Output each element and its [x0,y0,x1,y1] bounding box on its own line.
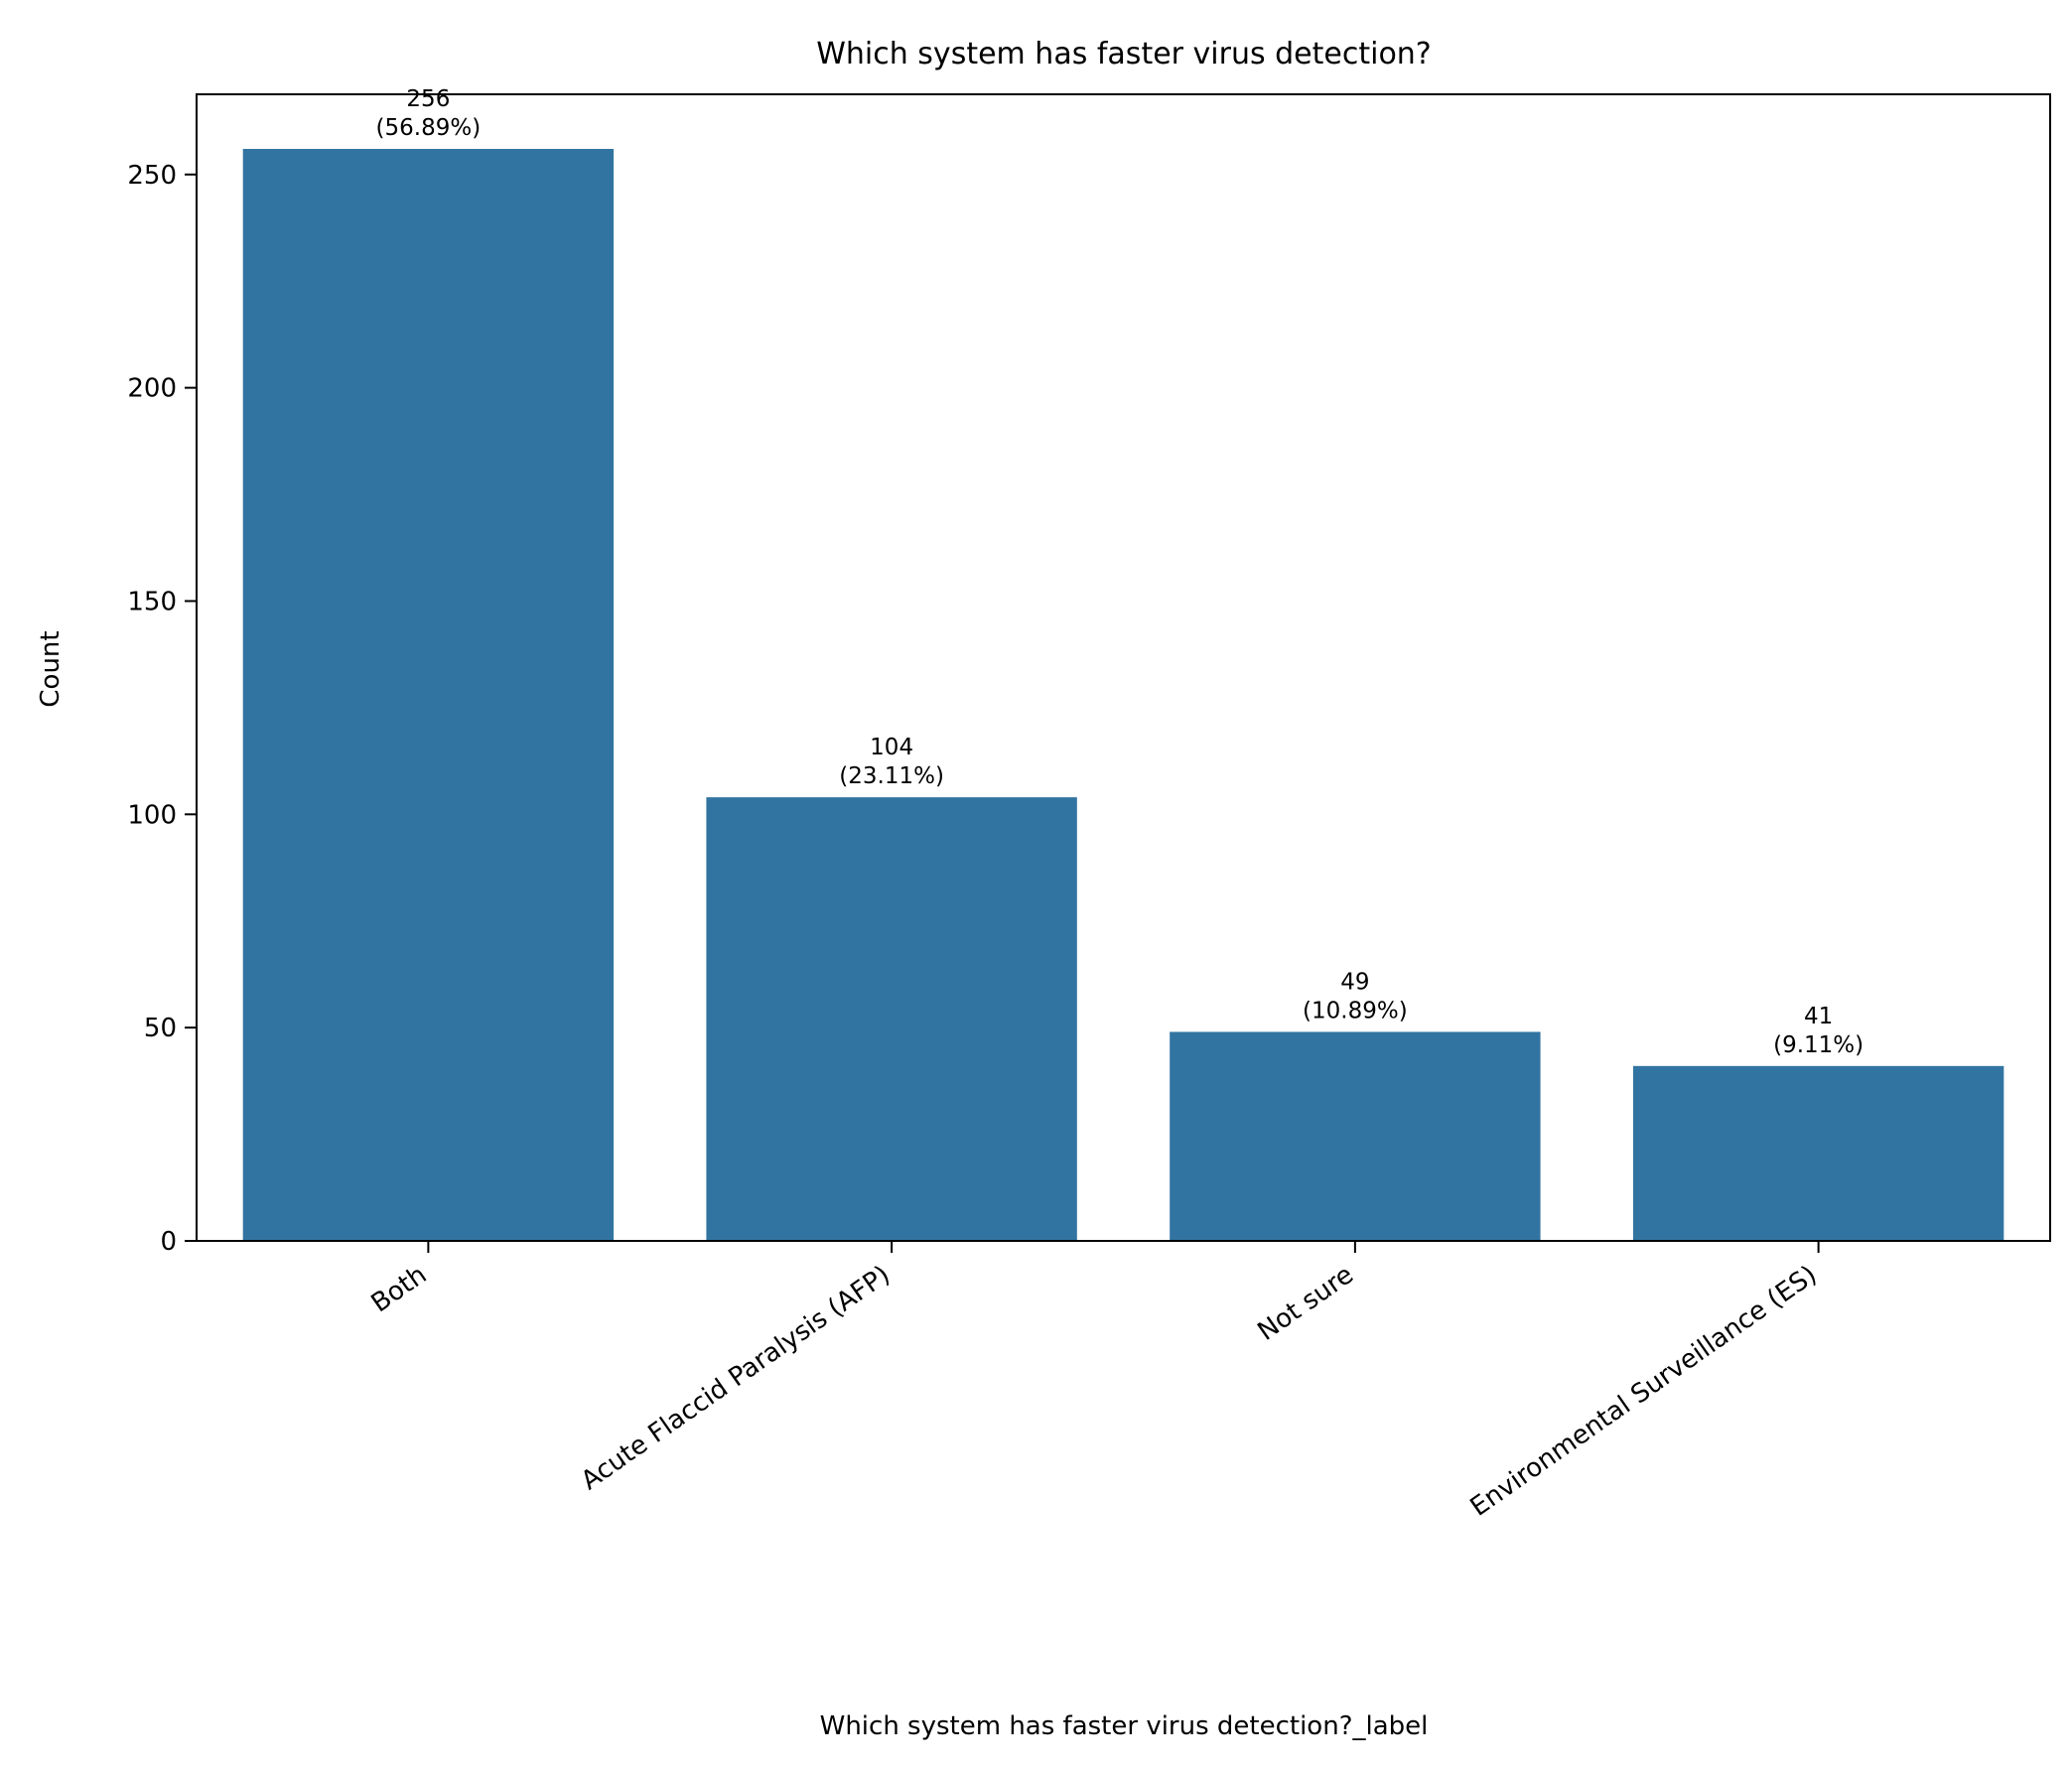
bar-labels-group: 256 (56.89%) 104 (23.11%) 49 (10.89%) 41 (9.11%… [376,86,1865,1058]
bar [242,149,615,1241]
plot-frame [196,93,2051,1242]
y-tick-label: 50 [144,1014,177,1043]
bar-value-label: 104 [870,735,913,760]
bar-percent-label: (10.89%) [1303,998,1408,1023]
x-tick-label: Environmental Surveillance (ES) [1465,1260,1823,1523]
y-axis-title: Count [36,630,66,707]
bar-value-label: 49 [1340,969,1369,995]
x-axis-title: Which system has faster virus detection?… [820,1711,1429,1741]
bar [706,797,1077,1241]
y-tick-label: 200 [127,374,177,404]
bar-percent-label: (23.11%) [839,763,944,789]
x-axis: Both Acute Flaccid Paralysis (AFP) Not sur… [366,1241,1823,1523]
bar-value-label: 41 [1804,1004,1833,1029]
bars-group [242,149,2004,1241]
x-tick-label: Not sure [1253,1260,1359,1347]
y-tick-label: 150 [127,587,177,616]
bar-percent-label: (9.11%) [1773,1032,1864,1058]
y-tick-label: 250 [127,161,177,191]
bar-percent-label: (56.89%) [376,115,482,141]
y-axis: 0 50 100 150 200 250 [127,161,197,1257]
bar [1170,1031,1541,1241]
bar [1632,1065,2004,1241]
x-tick-label: Both [366,1260,433,1318]
x-tick-label: Acute Flaccid Paralysis (AFP) [576,1260,896,1496]
y-tick-label: 0 [160,1227,177,1257]
bar-value-label: 256 [406,86,450,112]
y-tick-label: 100 [127,800,177,830]
chart-title: Which system has faster virus detection? [816,37,1431,71]
